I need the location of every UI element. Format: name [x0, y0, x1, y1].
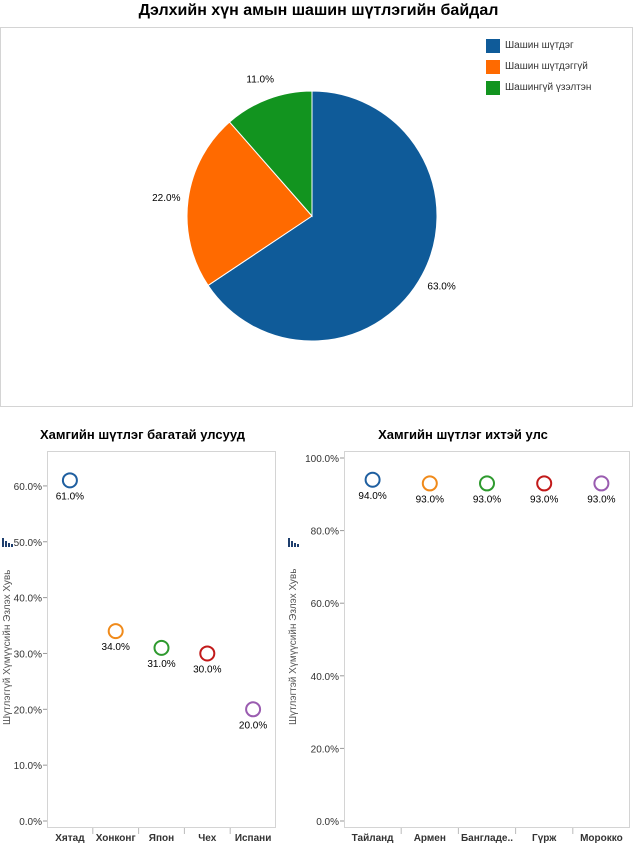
data-label: 34.0%: [102, 642, 130, 653]
x-category-label: Чех: [198, 833, 216, 844]
x-category-label: Япон: [149, 833, 174, 844]
legend-item-atheist[interactable]: Шашингүй үзэлтэн: [486, 77, 591, 98]
scatter-point: [421, 475, 438, 492]
x-category-label: Армен: [414, 833, 446, 844]
scatter-point: [536, 475, 553, 492]
scatter-point: [245, 701, 262, 718]
scatter-point: [364, 471, 381, 488]
pie-legend: Шашин шүтдэг Шашин шүтдэггүй Шашингүй үз…: [486, 35, 591, 98]
data-label: 93.0%: [416, 494, 444, 505]
y-tick-label: 60.0%: [311, 599, 339, 610]
data-label: 20.0%: [239, 720, 267, 731]
most-religious-chart-title: Хамгийн шүтлэг ихтэй улс: [378, 427, 548, 442]
x-category-label: Тайланд: [352, 833, 395, 844]
legend-label: Шашингүй үзэлтэн: [505, 82, 592, 93]
data-label: 31.0%: [147, 659, 175, 670]
y-tick-label: 40.0%: [14, 594, 42, 605]
legend-swatch: [486, 38, 500, 53]
y-tick-label: 80.0%: [311, 527, 339, 538]
scatter-point: [153, 639, 170, 656]
x-category-label: Испани: [235, 833, 272, 844]
pie-slice-label: 22.0%: [152, 193, 180, 204]
legend-label: Шашин шүтдэггүй: [505, 61, 588, 72]
x-category-label: Хонконг: [96, 833, 136, 844]
y-tick-label: 20.0%: [311, 744, 339, 755]
pie-slice: [186, 121, 313, 287]
legend-item-religious[interactable]: Шашин шүтдэг: [486, 35, 591, 56]
data-label: 93.0%: [530, 494, 558, 505]
y-tick-label: 0.0%: [316, 817, 339, 828]
y-tick-label: 10.0%: [14, 761, 42, 772]
x-category-label: Морокко: [580, 833, 623, 844]
legend-item-non-religious[interactable]: Шашин шүтдэггүй: [486, 56, 591, 77]
y-tick-label: 30.0%: [14, 649, 42, 660]
pie-slice: [207, 90, 438, 342]
legend-swatch: [486, 59, 500, 74]
y-tick-label: 50.0%: [14, 538, 42, 549]
most-religious-plot-area: [344, 451, 630, 828]
pie-slice: [228, 90, 313, 218]
y-tick-label: 60.0%: [14, 482, 42, 493]
x-category-label: Хятад: [55, 833, 85, 844]
data-label: 30.0%: [193, 664, 221, 675]
pie-chart-title: Дэлхийн хүн амын шашин шүтлэгийн байдал: [138, 2, 499, 19]
data-label: 94.0%: [358, 491, 386, 502]
scatter-point: [199, 645, 216, 662]
pie-slice-label: 11.0%: [246, 74, 274, 85]
scatter-point: [593, 475, 610, 492]
legend-swatch: [486, 80, 500, 95]
y-tick-label: 100.0%: [305, 454, 339, 465]
data-label: 93.0%: [587, 494, 615, 505]
x-category-label: Гүрж: [532, 833, 557, 844]
data-label: 93.0%: [473, 494, 501, 505]
y-tick-label: 20.0%: [14, 705, 42, 716]
scatter-point: [61, 472, 78, 489]
legend-label: Шашин шүтдэг: [505, 40, 574, 51]
y-tick-label: 40.0%: [311, 672, 339, 683]
scatter-point: [107, 623, 124, 640]
bar-chart-icon[interactable]: [288, 538, 299, 547]
least-religious-chart-title: Хамгийн шүтлэг багатай улсууд: [40, 427, 245, 442]
least-religious-plot-area: [47, 451, 276, 828]
scatter-point: [479, 475, 495, 492]
y-tick-label: 0.0%: [19, 817, 42, 828]
pie-slice-label: 63.0%: [427, 281, 455, 292]
x-category-label: Бангладе..: [461, 833, 513, 844]
bar-chart-icon[interactable]: [2, 538, 13, 547]
data-label: 61.0%: [56, 491, 84, 502]
